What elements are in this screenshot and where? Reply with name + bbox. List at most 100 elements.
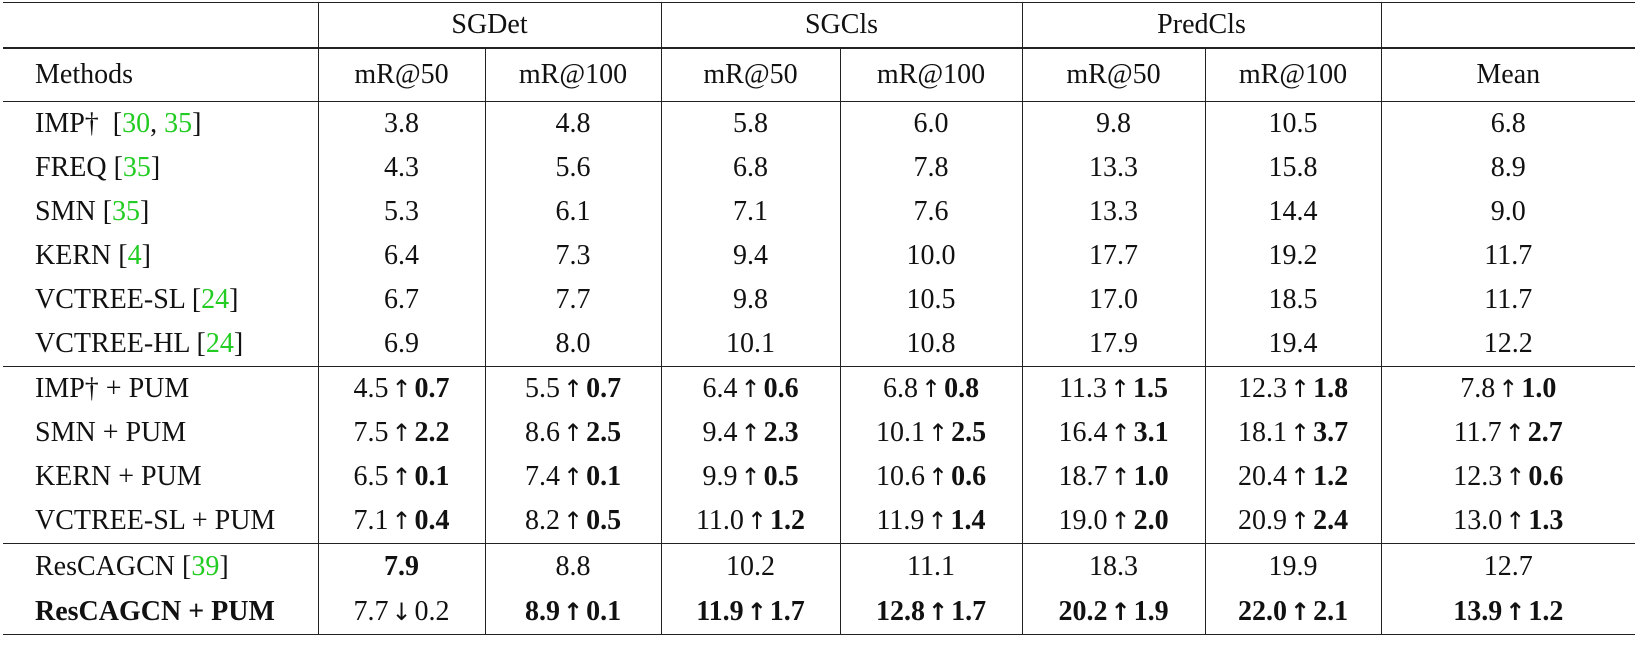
value-cell: 16.4 ↑ 3.1 — [1021, 411, 1206, 455]
delta-value: 3.1 — [1133, 417, 1169, 448]
arrow-up-icon: ↑ — [1289, 419, 1311, 447]
value: 19.9 — [1268, 551, 1318, 582]
column-header-mean: Mean — [1380, 48, 1636, 102]
arrow-up-icon: ↑ — [746, 507, 768, 535]
pum-section: IMP† + PUM 4.5 ↑ 0.7 5.5 ↑ 0.7 6.4 ↑ 0.6 6.8 ↑ 0.8 11… — [3, 366, 1636, 544]
citation-link: 35 — [112, 196, 141, 227]
arrow-up-icon: ↑ — [927, 463, 949, 491]
value: 17.0 — [1089, 284, 1139, 315]
value-cell: 12.3 ↑ 0.6 — [1380, 455, 1636, 499]
method-name-bold: ResCAGCN + PUM — [35, 596, 275, 627]
value-cell: 6.8 ↑ 0.8 — [839, 366, 1023, 411]
value: 3.8 — [384, 108, 419, 139]
value: 17.7 — [1089, 240, 1139, 271]
value-cell: 19.4 — [1204, 322, 1382, 367]
value-cell: 4.5 ↑ 0.7 — [317, 366, 485, 411]
arrow-up-icon: ↑ — [1110, 463, 1131, 491]
value: 18.5 — [1268, 284, 1318, 315]
value: 6.4 — [384, 240, 419, 271]
value: 4.5 — [353, 373, 389, 404]
value: 4.3 — [384, 152, 419, 183]
value-cell: 7.1 ↑ 0.4 — [317, 499, 485, 544]
value: 9.4 — [702, 417, 738, 448]
value: 16.4 — [1058, 417, 1108, 448]
arrow-up-icon: ↑ — [1505, 507, 1526, 535]
method-cell: IMP† + PUM — [3, 366, 318, 411]
value: 12.7 — [1483, 551, 1533, 582]
delta-value: 1.2 — [1528, 596, 1564, 627]
arrow-up-icon: ↑ — [1498, 375, 1519, 403]
value-cell: 8.9 ↑ 0.1 — [484, 590, 662, 635]
citation-link: 35 — [164, 108, 193, 139]
value-cell: 6.7 — [317, 278, 485, 322]
value: 19.0 — [1058, 505, 1108, 536]
arrow-up-icon: ↑ — [740, 419, 761, 447]
citation-link: 39 — [191, 551, 220, 582]
value: 7.4 — [524, 461, 560, 492]
value-cell: 15.8 — [1204, 146, 1382, 190]
value: 7.6 — [913, 196, 949, 227]
value: 18.1 — [1237, 417, 1287, 448]
value: 11.7 — [1484, 284, 1533, 315]
arrow-up-icon: ↑ — [740, 375, 761, 403]
method-cell: VCTREE-SL [24] — [35, 284, 239, 315]
arrow-up-icon: ↑ — [391, 375, 412, 403]
value-cell: 6.0 — [839, 101, 1023, 146]
delta-value: 2.5 — [586, 417, 622, 448]
value: 7.1 — [733, 196, 769, 227]
arrow-up-icon: ↑ — [1289, 598, 1311, 626]
delta-value: 2.0 — [1133, 505, 1169, 536]
arrow-up-icon: ↑ — [1289, 507, 1311, 535]
arrow-up-icon: ↑ — [391, 419, 412, 447]
empty-header-cell — [1380, 2, 1636, 48]
delta-value: 1.3 — [1528, 505, 1564, 536]
arrow-up-icon: ↑ — [927, 419, 949, 447]
value-cell: 7.3 — [484, 234, 662, 278]
delta-value: 0.7 — [414, 373, 450, 404]
value-cell: 10.5 — [1204, 101, 1382, 146]
delta-value: 2.1 — [1313, 596, 1349, 627]
value: 8.9 — [1490, 152, 1526, 183]
value: 18.3 — [1089, 551, 1139, 582]
value-cell: 7.4 ↑ 0.1 — [484, 455, 662, 499]
method-name: ResCAGCN — [35, 551, 176, 582]
value-cell: 13.9 ↑ 1.2 — [1380, 590, 1636, 635]
table-row: SMN + PUM 7.5 ↑ 2.2 8.6 ↑ 2.5 9.4 ↑ 2.3 10.1 ↑ 2.5 16… — [3, 411, 1636, 455]
value-cell: 19.0 ↑ 2.0 — [1021, 499, 1206, 544]
method-name: VCTREE-SL + PUM — [35, 505, 276, 536]
value-cell: 5.8 — [660, 101, 841, 146]
column-header: mR@50 — [660, 48, 841, 102]
value-cell: 13.3 — [1021, 146, 1206, 190]
column-header-methods: Methods — [3, 48, 318, 102]
arrow-up-icon: ↑ — [1110, 507, 1131, 535]
value-cell: 10.5 — [839, 278, 1023, 322]
delta-value: 1.5 — [1133, 373, 1169, 404]
value-cell: 10.1 ↑ 2.5 — [839, 411, 1023, 455]
method-cell: KERN [4] — [35, 240, 151, 271]
value-cell: 7.8 — [839, 146, 1023, 190]
value: 11.9 — [696, 596, 744, 627]
value: 9.0 — [1490, 196, 1526, 227]
value: 20.2 — [1058, 596, 1108, 627]
citation-link: 35 — [122, 152, 151, 183]
value: 10.8 — [906, 328, 956, 359]
value-cell: 6.8 — [1380, 101, 1636, 146]
value-cell: 12.8 ↑ 1.7 — [839, 590, 1023, 635]
value-cell: 9.0 — [1380, 190, 1636, 234]
arrow-up-icon: ↑ — [746, 598, 767, 626]
value: 7.9 — [384, 551, 419, 582]
value: 12.3 — [1237, 373, 1287, 404]
delta-value: 1.4 — [950, 505, 986, 536]
value-cell: 11.7 — [1380, 278, 1636, 322]
value-cell: 11.1 — [839, 543, 1023, 590]
value: 6.8 — [882, 373, 918, 404]
value-cell: 6.1 — [484, 190, 662, 234]
group-header-row: SGDet SGCls PredCls — [3, 2, 1636, 48]
table-row: KERN [4] 6.4 7.3 9.4 10.0 17.7 19.2 11.7 — [3, 234, 1636, 278]
arrow-up-icon: ↑ — [1109, 375, 1131, 403]
delta-value: 1.2 — [1313, 461, 1349, 492]
delta-value: 0.5 — [763, 461, 799, 492]
table-row: SMN [35] 5.3 6.1 7.1 7.6 13.3 14.4 9.0 — [3, 190, 1636, 234]
value: 11.9 — [876, 505, 925, 536]
value-cell: 11.0 ↑ 1.2 — [660, 499, 841, 544]
